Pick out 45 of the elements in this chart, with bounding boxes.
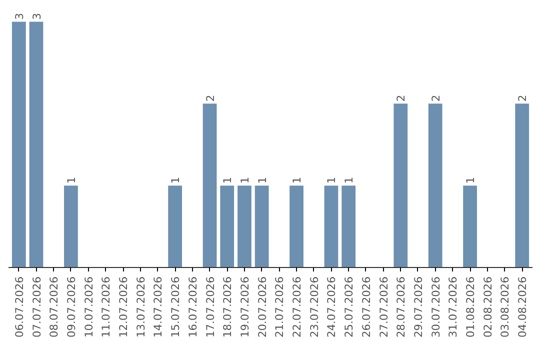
x-tick-label: 22.07.2026 bbox=[290, 276, 304, 338]
x-tick-label: 28.07.2026 bbox=[394, 276, 408, 338]
data-label: 2 bbox=[429, 94, 442, 102]
data-label: 1 bbox=[221, 176, 234, 184]
x-tick-label: 11.07.2026 bbox=[100, 276, 113, 338]
data-label: 2 bbox=[204, 94, 217, 102]
x-tick-label: 02.08.2026 bbox=[481, 276, 494, 338]
x-tick-label: 03.08.2026 bbox=[498, 276, 512, 338]
x-tick-label: 18.07.2026 bbox=[221, 276, 234, 338]
x-tick-label: 13.07.2026 bbox=[134, 276, 148, 338]
data-label: 1 bbox=[169, 176, 182, 184]
data-label: 1 bbox=[64, 176, 78, 184]
data-label: 1 bbox=[464, 176, 478, 184]
x-tick-label: 08.07.2026 bbox=[48, 276, 61, 338]
data-label: 1 bbox=[342, 176, 356, 184]
x-tick-label: 19.07.2026 bbox=[238, 276, 252, 338]
x-tick-label: 20.07.2026 bbox=[256, 276, 269, 338]
x-tick-label: 12.07.2026 bbox=[117, 276, 130, 338]
x-tick-label: 26.07.2026 bbox=[360, 276, 373, 338]
x-tick-label: 04.08.2026 bbox=[516, 276, 530, 338]
x-tick-label: 09.07.2026 bbox=[64, 276, 78, 338]
data-label: 2 bbox=[394, 94, 408, 102]
x-tick-label: 30.07.2026 bbox=[429, 276, 442, 338]
x-tick-label: 07.07.2026 bbox=[30, 276, 44, 338]
x-tick-label: 14.07.2026 bbox=[152, 276, 165, 338]
x-tick-label: 01.08.2026 bbox=[464, 276, 478, 338]
data-label: 1 bbox=[238, 176, 252, 184]
x-tick-label: 29.07.2026 bbox=[412, 276, 425, 338]
data-label: 1 bbox=[290, 176, 304, 184]
data-label: 3 bbox=[30, 12, 44, 20]
x-tick-label: 16.07.2026 bbox=[186, 276, 200, 338]
x-tick-label: 31.07.2026 bbox=[446, 276, 460, 338]
data-label: 1 bbox=[325, 176, 338, 184]
x-tick-label: 10.07.2026 bbox=[82, 276, 96, 338]
x-tick-label: 25.07.2026 bbox=[342, 276, 356, 338]
data-label: 1 bbox=[256, 176, 269, 184]
x-tick-label: 06.07.2026 bbox=[12, 276, 26, 338]
x-tick-label: 23.07.2026 bbox=[308, 276, 321, 338]
data-label: 2 bbox=[516, 94, 530, 102]
x-tick-label: 15.07.2026 bbox=[169, 276, 182, 338]
x-tick-label: 21.07.2026 bbox=[273, 276, 286, 338]
x-tick-label: 24.07.2026 bbox=[325, 276, 338, 338]
data-label: 3 bbox=[12, 12, 26, 20]
x-tick-label: 27.07.2026 bbox=[377, 276, 390, 338]
x-tick-label: 17.07.2026 bbox=[204, 276, 217, 338]
